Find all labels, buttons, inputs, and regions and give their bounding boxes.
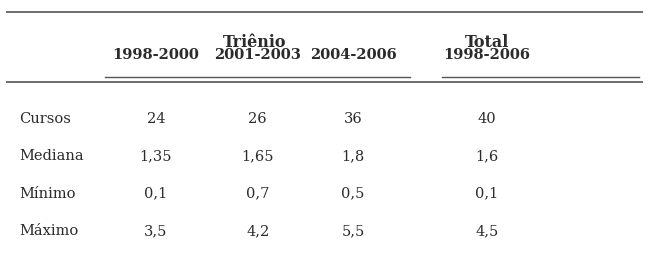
Text: 0,7: 0,7: [246, 186, 269, 200]
Text: 1,35: 1,35: [140, 149, 172, 163]
Text: 1998-2006: 1998-2006: [443, 48, 530, 62]
Text: 1,65: 1,65: [241, 149, 274, 163]
Text: Total: Total: [465, 34, 509, 51]
Text: 5,5: 5,5: [341, 223, 365, 237]
Text: Mediana: Mediana: [19, 149, 84, 163]
Text: 24: 24: [147, 111, 165, 125]
Text: 4,2: 4,2: [246, 223, 269, 237]
Text: 36: 36: [344, 111, 363, 125]
Text: 0,5: 0,5: [341, 186, 365, 200]
Text: Máximo: Máximo: [19, 223, 79, 237]
Text: 0,1: 0,1: [144, 186, 167, 200]
Text: Cursos: Cursos: [19, 111, 71, 125]
Text: 2004-2006: 2004-2006: [310, 48, 397, 62]
Text: 1,8: 1,8: [341, 149, 365, 163]
Text: 0,1: 0,1: [475, 186, 498, 200]
Text: 40: 40: [478, 111, 496, 125]
Text: 1998-2000: 1998-2000: [112, 48, 199, 62]
Text: Mínimo: Mínimo: [19, 186, 76, 200]
Text: Triênio: Triênio: [223, 34, 286, 51]
Text: 26: 26: [249, 111, 267, 125]
Text: 4,5: 4,5: [475, 223, 498, 237]
Text: 2001-2003: 2001-2003: [214, 48, 301, 62]
Text: 1,6: 1,6: [475, 149, 498, 163]
Text: 3,5: 3,5: [144, 223, 167, 237]
